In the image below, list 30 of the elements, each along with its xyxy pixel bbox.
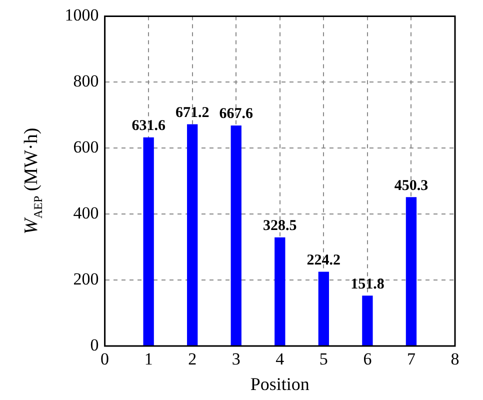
x-tick-label: 4 xyxy=(276,350,285,369)
bar xyxy=(318,272,330,346)
x-tick-label: 3 xyxy=(232,350,240,369)
data-label: 224.2 xyxy=(306,252,341,268)
data-label: 667.6 xyxy=(219,106,254,122)
data-label: 631.6 xyxy=(132,118,166,134)
bar xyxy=(362,296,373,346)
data-label: 671.2 xyxy=(175,105,210,122)
y-tick-label: 1000 xyxy=(64,6,99,25)
y-tick-label: 400 xyxy=(73,204,99,223)
x-tick-label: 6 xyxy=(363,350,372,369)
bar xyxy=(187,124,198,346)
bar xyxy=(406,197,417,346)
bar xyxy=(274,237,286,346)
data-label: 450.3 xyxy=(394,178,428,194)
bar xyxy=(143,137,154,346)
x-axis-title: Position xyxy=(250,374,310,394)
data-label: 328.5 xyxy=(263,218,297,234)
bar xyxy=(230,125,242,346)
x-tick-label: 1 xyxy=(144,350,153,369)
x-tick-label: 5 xyxy=(319,350,328,369)
x-tick-label: 7 xyxy=(406,350,416,369)
y-axis-title: WAEP (MW·h) xyxy=(21,128,45,234)
y-tick-label: 0 xyxy=(90,335,99,354)
x-tick-label: 8 xyxy=(450,350,460,369)
x-tick-label: 2 xyxy=(188,350,197,369)
data-label: 151.8 xyxy=(350,276,384,292)
y-tick-label: 600 xyxy=(73,138,99,157)
y-tick-label: 800 xyxy=(73,72,99,91)
y-tick-label: 200 xyxy=(73,270,99,289)
